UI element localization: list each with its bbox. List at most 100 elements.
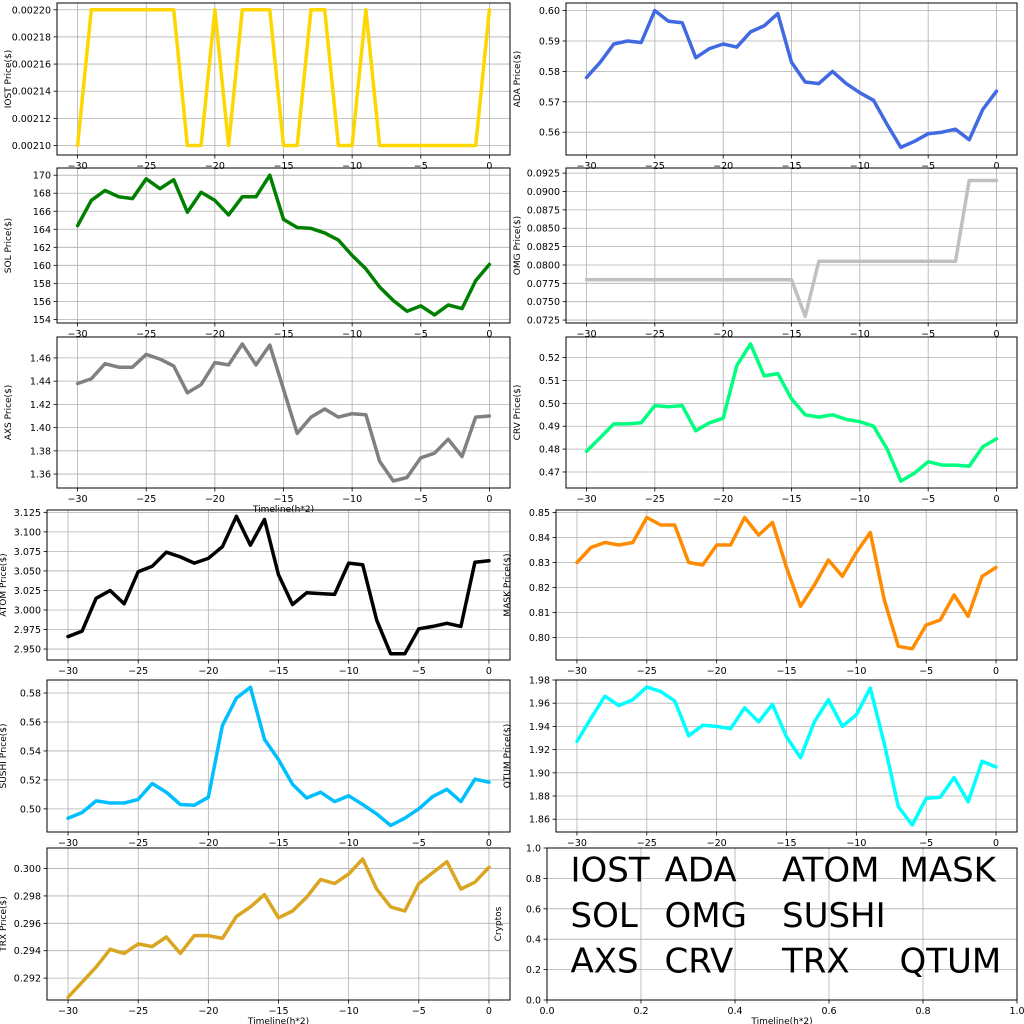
legend-label: IOST xyxy=(571,850,650,890)
y-tick-label: 166 xyxy=(33,207,51,218)
y-tick-label: 1.90 xyxy=(529,768,550,779)
x-tick-label: −20 xyxy=(198,838,218,849)
chart-panel-7: −30 −25 −20 −15 −10 −5 0 2.950 2.975 3.000 3.025 3.… xyxy=(0,508,511,677)
y-tick-label: 0.59 xyxy=(539,37,560,48)
x-tick-label: 0 xyxy=(486,838,492,849)
x-tick-label: 0 xyxy=(486,161,492,172)
x-tick-label: −15 xyxy=(781,329,801,340)
y-axis-label: MASK Price($) xyxy=(503,553,513,616)
x-tick-label: 0.2 xyxy=(633,1006,648,1017)
y-tick-label: 0.0750 xyxy=(527,297,560,308)
x-tick-label: 0.8 xyxy=(915,1006,930,1017)
x-tick-label: −5 xyxy=(414,161,428,172)
y-tick-label: 0.81 xyxy=(529,608,550,619)
x-tick-label: −10 xyxy=(846,838,866,849)
y-axis-label: IOST Price($) xyxy=(4,50,14,109)
y-tick-label: 3.100 xyxy=(14,527,41,538)
x-tick-label: −15 xyxy=(781,161,801,172)
y-tick-label: 1.44 xyxy=(30,377,51,388)
y-tick-label: 1.94 xyxy=(529,722,550,733)
x-tick-label: 0 xyxy=(993,161,999,172)
series-line xyxy=(575,685,998,827)
x-tick-label: −5 xyxy=(921,161,935,172)
x-tick-label: 0 xyxy=(486,1006,492,1017)
y-tick-label: 0.84 xyxy=(529,533,550,544)
y-tick-label: 3.125 xyxy=(14,508,41,519)
y-tick-label: 3.075 xyxy=(14,547,41,558)
y-tick-label: 0.4 xyxy=(526,935,541,946)
x-tick-label: −30 xyxy=(58,838,78,849)
y-tick-label: 170 xyxy=(33,171,51,182)
legend-label: SUSHI xyxy=(782,896,886,936)
x-tick-label: −10 xyxy=(850,329,870,340)
y-tick-label: 2.950 xyxy=(14,645,41,656)
y-tick-label: 0.56 xyxy=(539,128,560,139)
series-line xyxy=(66,857,491,1000)
x-tick-label: −5 xyxy=(919,838,933,849)
y-tick-label: 0.52 xyxy=(20,775,41,786)
y-tick-label: 1.0 xyxy=(526,844,541,855)
y-tick-label: 0.60 xyxy=(539,6,560,17)
y-tick-label: 0.0 xyxy=(526,996,541,1007)
x-axis-label: Timeline(h*2) xyxy=(750,1017,812,1024)
y-tick-label: 0.56 xyxy=(20,717,41,728)
y-tick-label: 0.83 xyxy=(529,558,550,569)
x-tick-label: −25 xyxy=(645,494,665,505)
x-tick-label: −30 xyxy=(58,666,78,677)
x-tick-label: −30 xyxy=(68,161,88,172)
x-tick-label: −30 xyxy=(576,329,596,340)
y-axis-label: OMG Price($) xyxy=(513,216,523,275)
y-tick-label: 0.8 xyxy=(526,874,541,885)
x-tick-label: −30 xyxy=(567,666,587,677)
y-tick-label: 3.050 xyxy=(14,566,41,577)
y-tick-label: 0.0875 xyxy=(527,205,560,216)
y-axis-label: AXS Price($) xyxy=(4,385,14,441)
x-tick-label: −25 xyxy=(645,329,665,340)
x-tick-label: −25 xyxy=(128,1006,148,1017)
y-tick-label: 1.42 xyxy=(30,400,51,411)
chart-panel-5: −30 −25 −20 −15 −10 −5 0 1.36 1.38 1.40 1.42 1.44 1.… xyxy=(4,336,511,515)
y-tick-label: 0.298 xyxy=(14,891,41,902)
y-tick-label: 168 xyxy=(33,189,51,200)
series-line xyxy=(584,8,999,150)
x-tick-label: −20 xyxy=(713,329,733,340)
x-tick-label: −5 xyxy=(921,329,935,340)
chart-panel-11: −30 −25 −20 −15 −10 −5 0 0.292 0.294 0.296 0.298 0.… xyxy=(0,847,511,1024)
y-tick-label: 0.82 xyxy=(529,583,550,594)
y-tick-label: 0.300 xyxy=(14,864,41,875)
y-axis-label: ADA Price($) xyxy=(513,51,523,108)
y-tick-label: 1.98 xyxy=(529,676,550,687)
y-axis-label: TRX Price($) xyxy=(0,896,9,952)
y-tick-label: 0.2 xyxy=(526,965,541,976)
y-tick-label: 0.85 xyxy=(529,508,550,519)
x-tick-label: −20 xyxy=(713,161,733,172)
chart-panel-4: −30 −25 −20 −15 −10 −5 0 0.0725 0.0750 0.0775 0.08… xyxy=(513,167,1018,340)
series-line xyxy=(66,685,491,828)
x-tick-label: −20 xyxy=(198,666,218,677)
y-tick-label: 154 xyxy=(33,315,51,326)
chart-panel-3: −30 −25 −20 −15 −10 −5 0 154 156 158 160 162 164 166 1… xyxy=(4,167,511,340)
x-tick-label: 0.6 xyxy=(821,1006,836,1017)
x-tick-label: −20 xyxy=(707,838,727,849)
legend-label: ATOM xyxy=(782,850,879,890)
y-tick-label: 3.000 xyxy=(14,606,41,617)
legend-label: SOL xyxy=(571,896,638,936)
x-tick-label: −25 xyxy=(128,666,148,677)
y-axis-label: QTUM Price($) xyxy=(503,724,513,789)
x-tick-label: −5 xyxy=(921,494,935,505)
chart-panel-12: IOST ADA ATOM MASK SOL OMG SUSHI AXS CRV TRX QTUM 0… xyxy=(494,844,1024,1024)
y-tick-label: 0.49 xyxy=(539,422,560,433)
x-tick-label: −15 xyxy=(273,329,293,340)
x-tick-label: −30 xyxy=(68,329,88,340)
x-tick-label: 0 xyxy=(993,329,999,340)
y-tick-label: 1.40 xyxy=(30,423,51,434)
y-tick-label: 164 xyxy=(33,225,51,236)
x-tick-label: −25 xyxy=(128,838,148,849)
series-line xyxy=(584,342,999,483)
x-tick-label: −10 xyxy=(339,666,359,677)
y-tick-label: 1.36 xyxy=(30,470,51,481)
axes-frame xyxy=(546,847,1018,1001)
x-tick-label: −10 xyxy=(342,329,362,340)
y-tick-label: 0.292 xyxy=(14,974,41,985)
x-tick-label: −20 xyxy=(198,1006,218,1017)
